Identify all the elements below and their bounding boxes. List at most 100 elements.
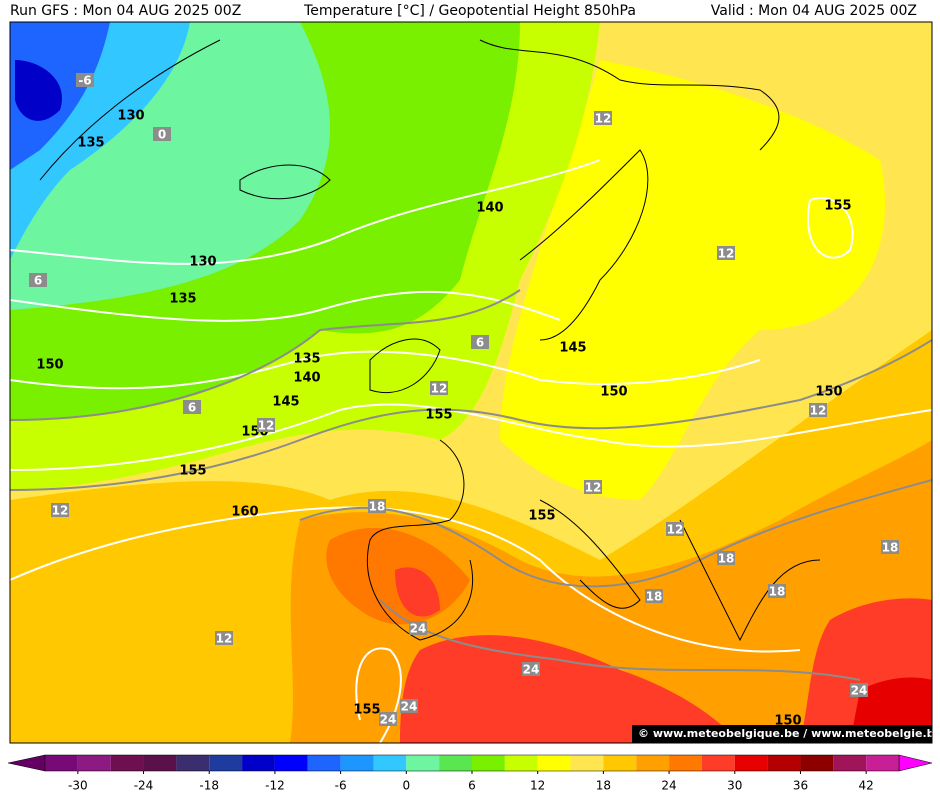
colorbar-band bbox=[110, 755, 144, 771]
height-label: 135 bbox=[77, 136, 104, 151]
height-contour bbox=[10, 290, 561, 322]
colorbar-band bbox=[603, 755, 637, 771]
colorbar-band bbox=[176, 755, 210, 771]
coastline bbox=[239, 164, 331, 200]
colorbar-band bbox=[636, 755, 670, 771]
coastline bbox=[539, 499, 641, 609]
run-info: Run GFS : Mon 04 AUG 2025 00Z bbox=[10, 3, 241, 19]
height-contour bbox=[10, 159, 601, 265]
height-contour bbox=[10, 350, 761, 390]
colorbar-over bbox=[898, 754, 933, 772]
colorbar-band bbox=[242, 755, 275, 771]
temperature-label: 24 bbox=[851, 684, 868, 698]
map-field: 130 135 140 130 135 150 135 140 145 150 145 155 150 1… bbox=[10, 22, 940, 743]
temperature-label-box bbox=[368, 499, 386, 513]
colorbar-band bbox=[143, 755, 177, 771]
colorbar-tick-label: -24 bbox=[134, 779, 154, 793]
temperature-label: 12 bbox=[595, 112, 612, 126]
temperature-label: 0 bbox=[158, 128, 166, 142]
colorbar-tick-label: -6 bbox=[335, 779, 347, 793]
temperature-label: 24 bbox=[401, 700, 418, 714]
temperature-label-box bbox=[645, 589, 663, 603]
temperature-contour bbox=[10, 339, 932, 491]
credit: © www.meteobelgique.be / www.meteobelgie… bbox=[638, 727, 940, 740]
colorbar-band bbox=[274, 755, 308, 771]
colorbar-tick-label: 42 bbox=[859, 779, 874, 793]
coastline bbox=[39, 39, 221, 181]
field-africa bbox=[400, 635, 740, 743]
map-frame bbox=[9, 21, 933, 744]
temperature-label-box bbox=[666, 522, 684, 536]
temperature-label-box bbox=[76, 73, 94, 87]
height-label: 135 bbox=[169, 292, 196, 307]
temperature-contour bbox=[299, 479, 932, 588]
colorbar-band bbox=[800, 755, 834, 771]
colorbar-band bbox=[307, 755, 341, 771]
temperature-label-box bbox=[717, 246, 735, 260]
field-iberia-core bbox=[395, 567, 440, 617]
temperature-label-box bbox=[215, 631, 233, 645]
colorbar-band bbox=[669, 755, 702, 771]
temperature-label: 12 bbox=[216, 632, 233, 646]
temperature-contour bbox=[10, 289, 521, 421]
colorbar: -30 -24 -18 -12 -6 0 6 12 18 24 30 36 42 bbox=[7, 754, 933, 793]
temperature-label: 18 bbox=[369, 500, 386, 514]
colorbar-tick-label: -30 bbox=[68, 779, 88, 793]
temperature-label-box bbox=[471, 335, 489, 349]
field-north-europe bbox=[500, 60, 885, 500]
temperature-label-box bbox=[809, 403, 827, 417]
field-core-cold bbox=[15, 60, 62, 121]
coastline bbox=[679, 519, 821, 642]
temperature-label: 18 bbox=[769, 585, 786, 599]
height-label: 155 bbox=[353, 703, 380, 718]
height-label: 150 bbox=[600, 385, 627, 400]
temperature-label: 24 bbox=[410, 622, 427, 636]
colorbar-band bbox=[439, 755, 472, 771]
height-contours bbox=[10, 159, 932, 743]
temperature-label-box bbox=[257, 418, 275, 432]
temperature-label: 12 bbox=[810, 404, 827, 418]
temperature-label: 6 bbox=[476, 336, 484, 350]
temperature-label: 12 bbox=[52, 504, 69, 518]
temperature-label-box bbox=[594, 111, 612, 125]
colorbar-band bbox=[767, 755, 801, 771]
temperature-label: 12 bbox=[585, 481, 602, 495]
height-label: 140 bbox=[476, 201, 503, 216]
height-contour bbox=[10, 506, 801, 653]
height-label: 155 bbox=[824, 199, 851, 214]
coastline bbox=[366, 439, 474, 641]
temperature-label-box bbox=[522, 662, 540, 676]
height-label: 140 bbox=[293, 371, 320, 386]
height-label: 145 bbox=[272, 395, 299, 410]
colorbar-band bbox=[209, 755, 243, 771]
height-label: 160 bbox=[231, 505, 258, 520]
height-label: 145 bbox=[559, 341, 586, 356]
colorbar-tick-label: 12 bbox=[530, 779, 545, 793]
temperature-label: 12 bbox=[667, 523, 684, 537]
temperature-label: 12 bbox=[718, 247, 735, 261]
colorbar-tick-label: -12 bbox=[265, 779, 285, 793]
temperature-contours bbox=[10, 289, 932, 681]
colorbar-band bbox=[866, 755, 899, 771]
temperature-label: 24 bbox=[380, 713, 397, 727]
temperature-label: 6 bbox=[34, 274, 42, 288]
colorbar-tick-label: -18 bbox=[199, 779, 219, 793]
temperature-label: 18 bbox=[882, 541, 899, 555]
colorbar-band bbox=[537, 755, 571, 771]
colorbar-band bbox=[77, 755, 111, 771]
temperature-label: 18 bbox=[646, 590, 663, 604]
temperature-label-box bbox=[183, 400, 201, 414]
colorbar-tick-label: 18 bbox=[596, 779, 611, 793]
temperature-label-box bbox=[379, 712, 397, 726]
valid-info: Valid : Mon 04 AUG 2025 00Z bbox=[711, 3, 917, 19]
temperature-label: 12 bbox=[258, 419, 275, 433]
temperature-label-box bbox=[850, 683, 868, 697]
temperature-label-box bbox=[51, 503, 69, 517]
colorbar-tick-label: 6 bbox=[468, 779, 476, 793]
coastline bbox=[369, 338, 441, 394]
colorbar-under bbox=[7, 754, 46, 772]
temperature-label-box bbox=[717, 551, 735, 565]
height-label: 150 bbox=[815, 385, 842, 400]
temperature-label: 6 bbox=[188, 401, 196, 415]
